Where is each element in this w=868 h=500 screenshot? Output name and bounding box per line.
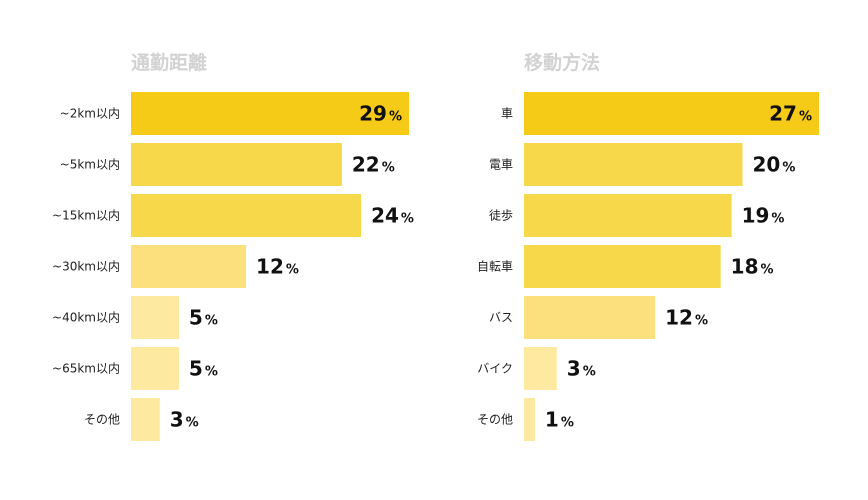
chart-commute-distance: ~2km以内 29 % ~5km以内 22 % ~15km以内 24 % ~30km以内 12 % ~4… — [52, 92, 414, 441]
bar — [131, 92, 409, 135]
category-label: 電車 — [489, 158, 513, 172]
bar — [524, 245, 721, 288]
bar — [524, 194, 732, 237]
data-label: 1% — [545, 408, 574, 432]
data-label: 27% — [769, 102, 812, 126]
data-label: 5% — [189, 357, 218, 381]
category-label: ~65km以内 — [52, 362, 120, 376]
category-label: その他 — [84, 413, 120, 427]
bar — [131, 194, 362, 237]
data-label: 18% — [731, 255, 774, 279]
category-label: ~15km以内 — [52, 209, 120, 223]
data-label: 24% — [371, 204, 414, 228]
category-label: 徒歩 — [489, 208, 513, 223]
bar — [524, 92, 819, 135]
data-label: 3% — [170, 408, 199, 432]
chart-title-transport-method: 移動方法 — [524, 51, 600, 74]
chart-transport-method: 車 27 % 電車 20 % 徒歩 19 % 自転車 18 % バス 12 % バイク 3 % その他 1% — [477, 92, 819, 441]
category-label: バイク — [477, 362, 513, 376]
bar — [524, 347, 557, 390]
chart-title-commute-distance: 通勤距離 — [131, 51, 207, 74]
bar — [131, 245, 247, 288]
category-label: その他 — [477, 413, 513, 427]
data-label: 29% — [359, 102, 402, 126]
data-label: 12% — [256, 255, 299, 279]
bar — [131, 398, 160, 441]
category-label: ~5km以内 — [60, 158, 120, 172]
data-label: 12% — [665, 306, 708, 330]
data-label: 19% — [742, 204, 785, 228]
category-label: 自転車 — [477, 260, 513, 274]
data-label: 20% — [753, 153, 796, 177]
bar — [131, 143, 342, 186]
category-label: バス — [489, 311, 513, 325]
category-label: ~30km以内 — [52, 260, 120, 274]
bar — [131, 347, 179, 390]
bar — [524, 143, 743, 186]
bar — [524, 296, 656, 339]
bar — [524, 398, 535, 441]
bar — [131, 296, 179, 339]
data-label: 3% — [567, 357, 596, 381]
category-label: 車 — [501, 107, 513, 121]
category-label: ~2km以内 — [60, 107, 120, 121]
data-label: 22% — [352, 153, 395, 177]
data-label: 5% — [189, 306, 218, 330]
category-label: ~40km以内 — [52, 311, 120, 325]
